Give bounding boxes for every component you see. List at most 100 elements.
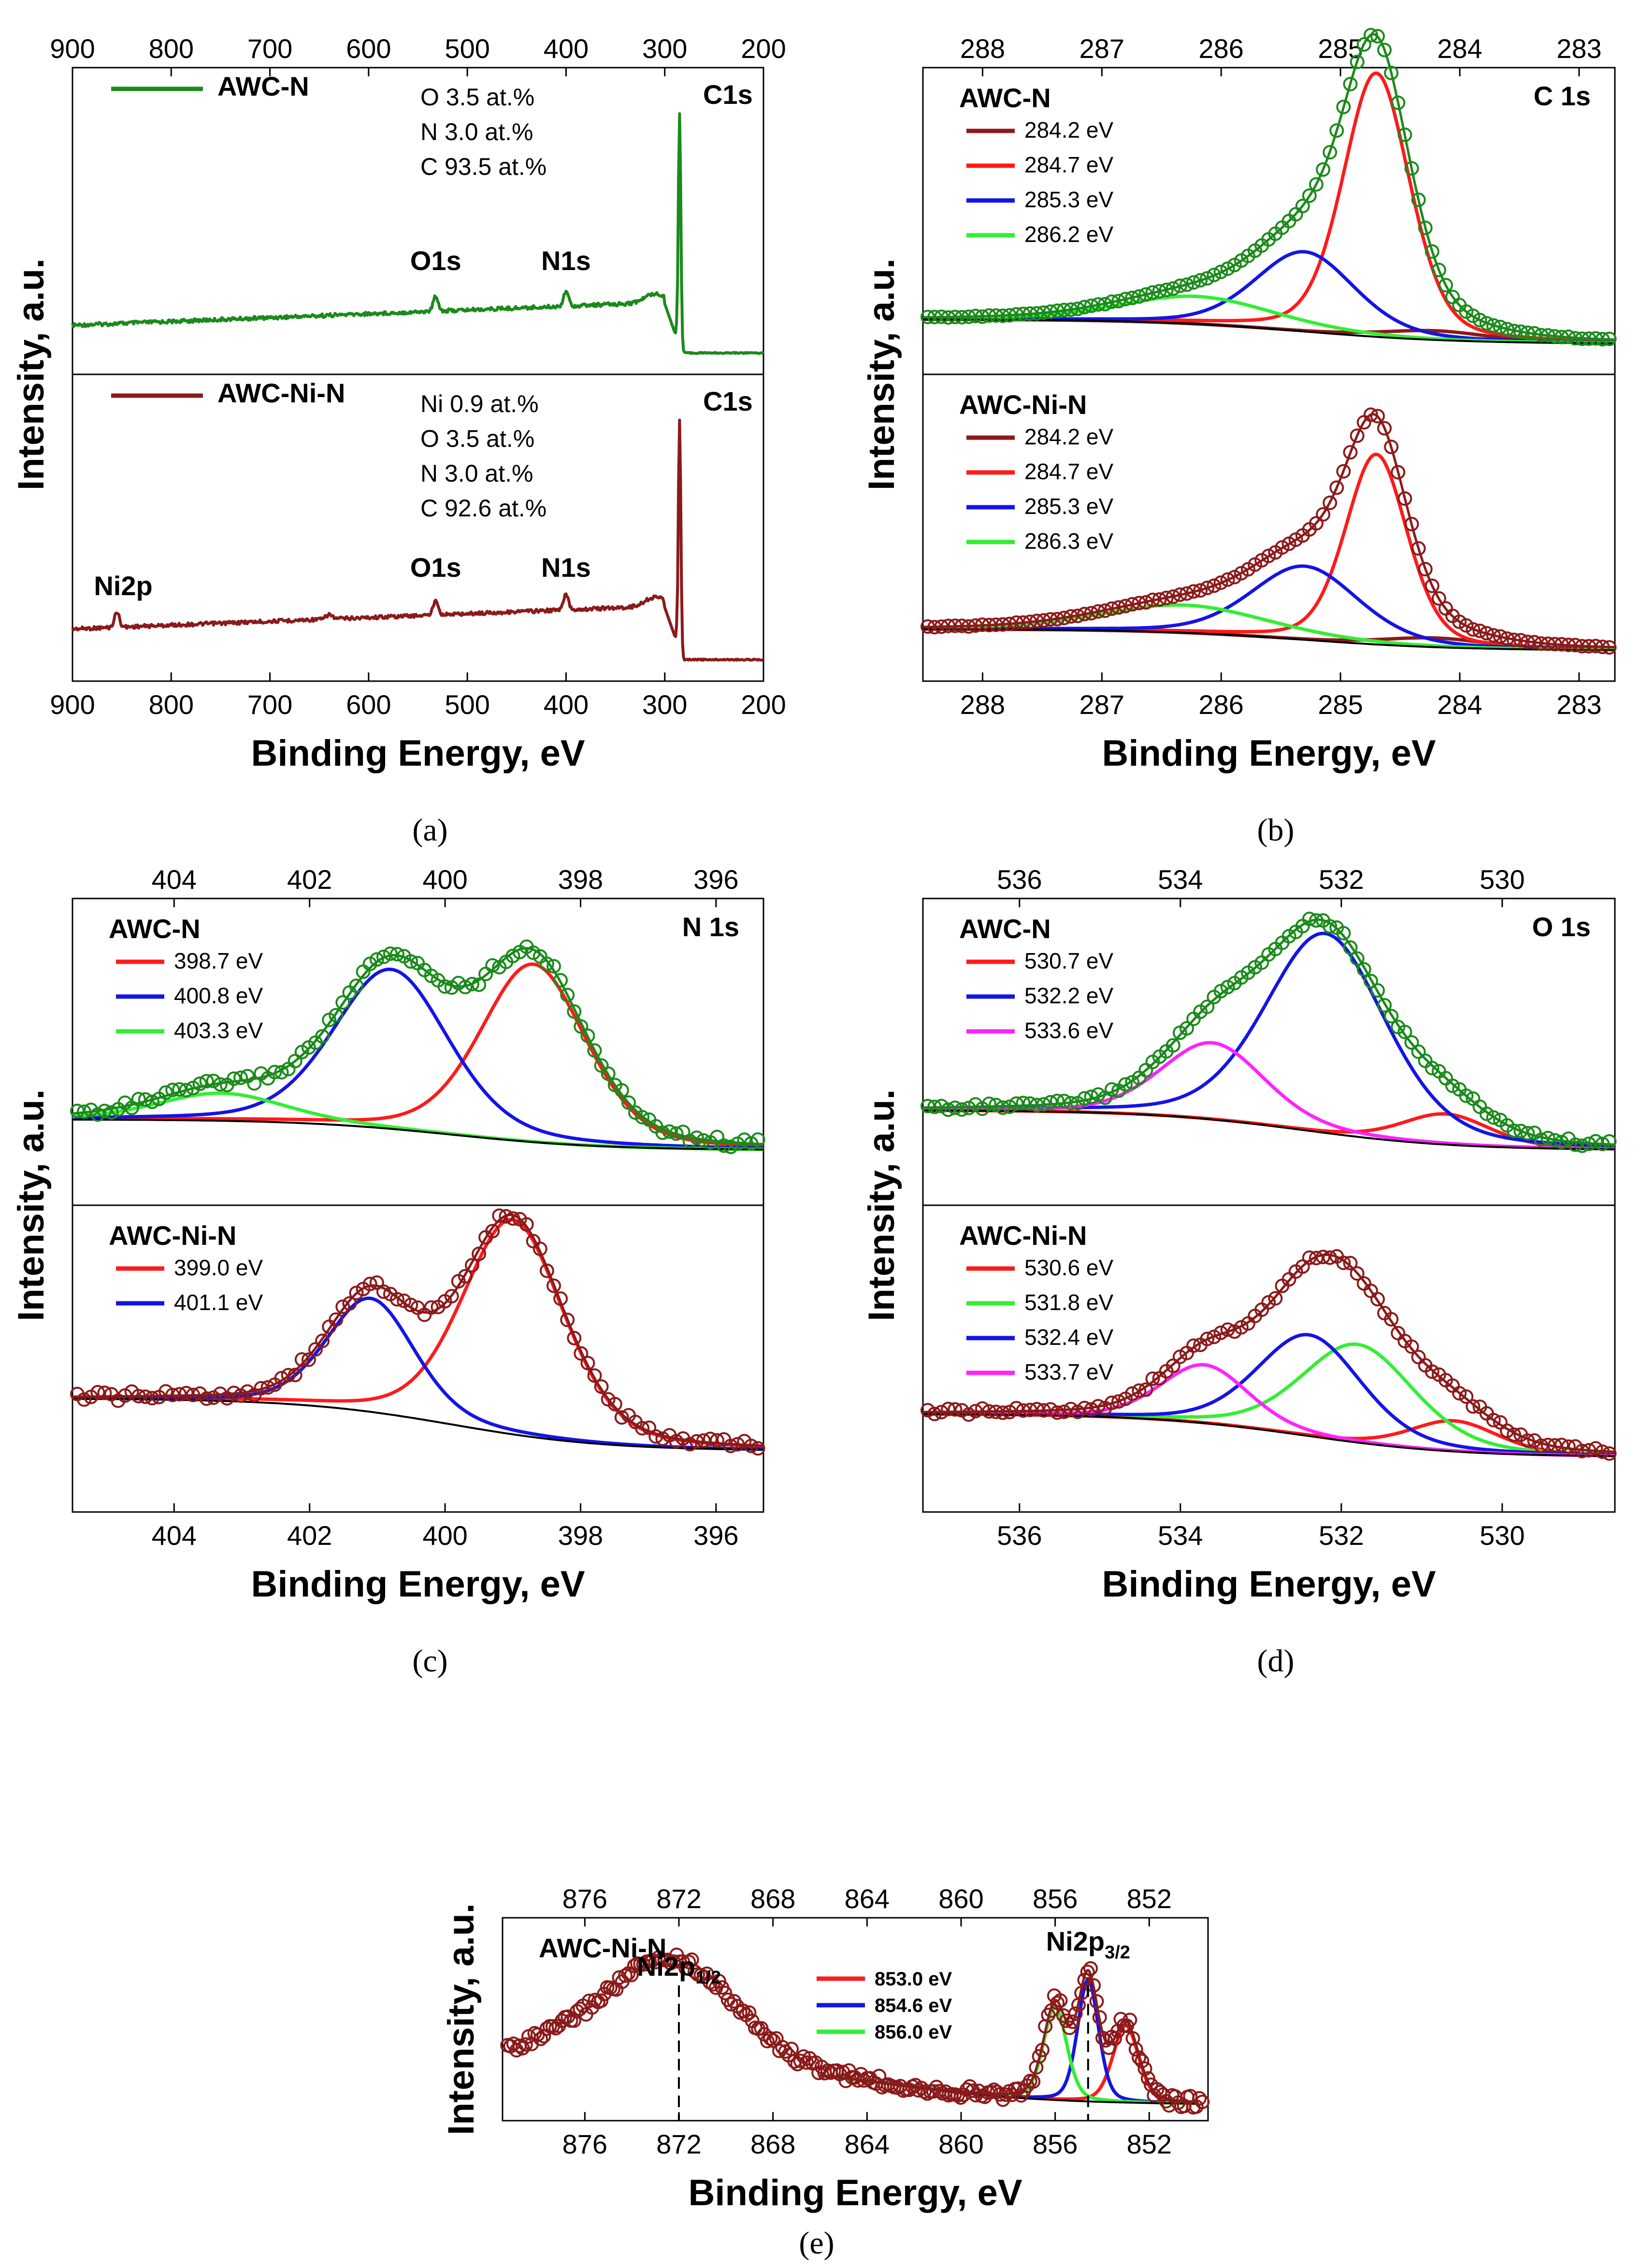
data-point (1084, 606, 1099, 621)
legend-label: 399.0 eV (174, 1255, 263, 1280)
data-point (1220, 1322, 1235, 1337)
data-point (1084, 1089, 1099, 1104)
data-point (1520, 634, 1535, 649)
data-point (1207, 268, 1222, 283)
data-point (532, 1241, 547, 1256)
data-point (1091, 1399, 1106, 1413)
data-point (1534, 328, 1549, 342)
data-point (1507, 324, 1522, 339)
data-point (553, 973, 568, 988)
data-point (1213, 264, 1228, 279)
x-tick-label-top: 283 (1556, 33, 1601, 64)
data-point (982, 1097, 996, 1111)
data-point (948, 1402, 963, 1417)
data-point (90, 1385, 105, 1399)
data-point (1050, 612, 1065, 627)
data-point (968, 1404, 983, 1419)
data-point (274, 1371, 289, 1385)
data-point (1029, 1098, 1044, 1113)
data-point (1080, 1965, 1095, 1979)
data-point (1043, 612, 1058, 627)
data-point (1534, 1438, 1549, 1453)
legend-label: 532.2 eV (1024, 983, 1113, 1008)
data-point (927, 1407, 942, 1421)
data-point (1520, 1126, 1535, 1141)
data-point (1091, 297, 1106, 312)
data-point (1165, 1358, 1180, 1373)
panel-d: 536 536 534 534 532 532 530 530 Binding Energy, … (861, 864, 1617, 1679)
data-point (342, 1296, 357, 1311)
data-point (301, 1352, 316, 1367)
data-point (1561, 1439, 1576, 1454)
data-point (1029, 306, 1044, 321)
data-point (750, 1441, 765, 1456)
data-point (1602, 331, 1617, 346)
data-point (1213, 575, 1228, 590)
data-point (1582, 1136, 1597, 1151)
data-point (968, 309, 983, 324)
data-point (1479, 316, 1494, 331)
composition-line: C 92.6 at.% (420, 495, 547, 522)
subpanel-awc-ni-n: AWC-Ni-N 530.6 eV 531.8 eV 532.4 eV 533.7 eV (921, 1220, 1617, 1461)
x-tick-label-top: 396 (693, 864, 738, 895)
x-tick-label-top: 404 (152, 864, 197, 895)
data-point (390, 947, 404, 962)
data-point (315, 1333, 330, 1348)
legend-label: 284.2 eV (1024, 424, 1113, 449)
data-point (1329, 123, 1344, 138)
data-point (1595, 332, 1610, 347)
data-point (1200, 1331, 1215, 1346)
legend-label: AWC-Ni-N (217, 378, 345, 408)
data-point (718, 1985, 733, 2000)
survey-line-awc-ni-n (71, 418, 764, 662)
data-point (1384, 1009, 1399, 1024)
legend-label: 284.2 eV (1024, 117, 1113, 143)
data-point (934, 309, 949, 324)
data-point (1029, 613, 1044, 628)
data-point (424, 1300, 439, 1315)
data-point (1186, 584, 1201, 599)
data-point (676, 1125, 691, 1140)
x-tick-label-bottom: 402 (287, 1520, 332, 1551)
data-point (580, 1028, 595, 1043)
data-point (1568, 331, 1582, 346)
data-point (1411, 192, 1426, 207)
data-point (934, 1098, 949, 1113)
data-point (1138, 595, 1153, 610)
data-point (90, 1107, 105, 1122)
data-point (1575, 331, 1590, 346)
sample-label: AWC-N (959, 83, 1051, 113)
data-point (1132, 289, 1147, 304)
data-point (1077, 607, 1092, 622)
data-point (444, 1289, 459, 1304)
data-point (934, 619, 949, 634)
data-point (1459, 1088, 1474, 1103)
data-point (635, 1421, 650, 1436)
data-point (1527, 326, 1542, 341)
data-point (614, 1410, 629, 1425)
data-point (1540, 636, 1555, 651)
data-point (1064, 1401, 1079, 1416)
data-point (206, 1073, 221, 1088)
x-tick-label-bottom: 284 (1437, 689, 1482, 720)
data-point (1472, 624, 1487, 638)
data-point (1363, 28, 1378, 43)
x-tick-label-bottom: 532 (1319, 1520, 1364, 1551)
sample-label: AWC-Ni-N (959, 1220, 1087, 1251)
data-point (492, 1208, 507, 1223)
x-tick-label-top: 285 (1318, 33, 1363, 64)
data-point (1343, 445, 1358, 460)
data-point (614, 1083, 629, 1098)
composition-line: N 3.0 at.% (420, 460, 533, 487)
subpanel-awc-ni-n: AWC-Ni-N 399.0 eV 401.1 eV (70, 1208, 765, 1456)
x-tick-label-top: 287 (1079, 33, 1124, 64)
subpanel-awc-n: AWC-N 284.2 eV 284.7 eV 285.3 eV 286.2 eV (921, 28, 1617, 347)
data-point (1077, 1400, 1092, 1415)
data-point (1022, 614, 1037, 629)
data-point (1275, 540, 1290, 555)
data-point (1057, 302, 1072, 317)
data-point (1104, 1396, 1119, 1410)
component-5336eV (922, 1041, 1615, 1151)
data-point (233, 1070, 248, 1085)
data-point (1138, 1382, 1153, 1397)
